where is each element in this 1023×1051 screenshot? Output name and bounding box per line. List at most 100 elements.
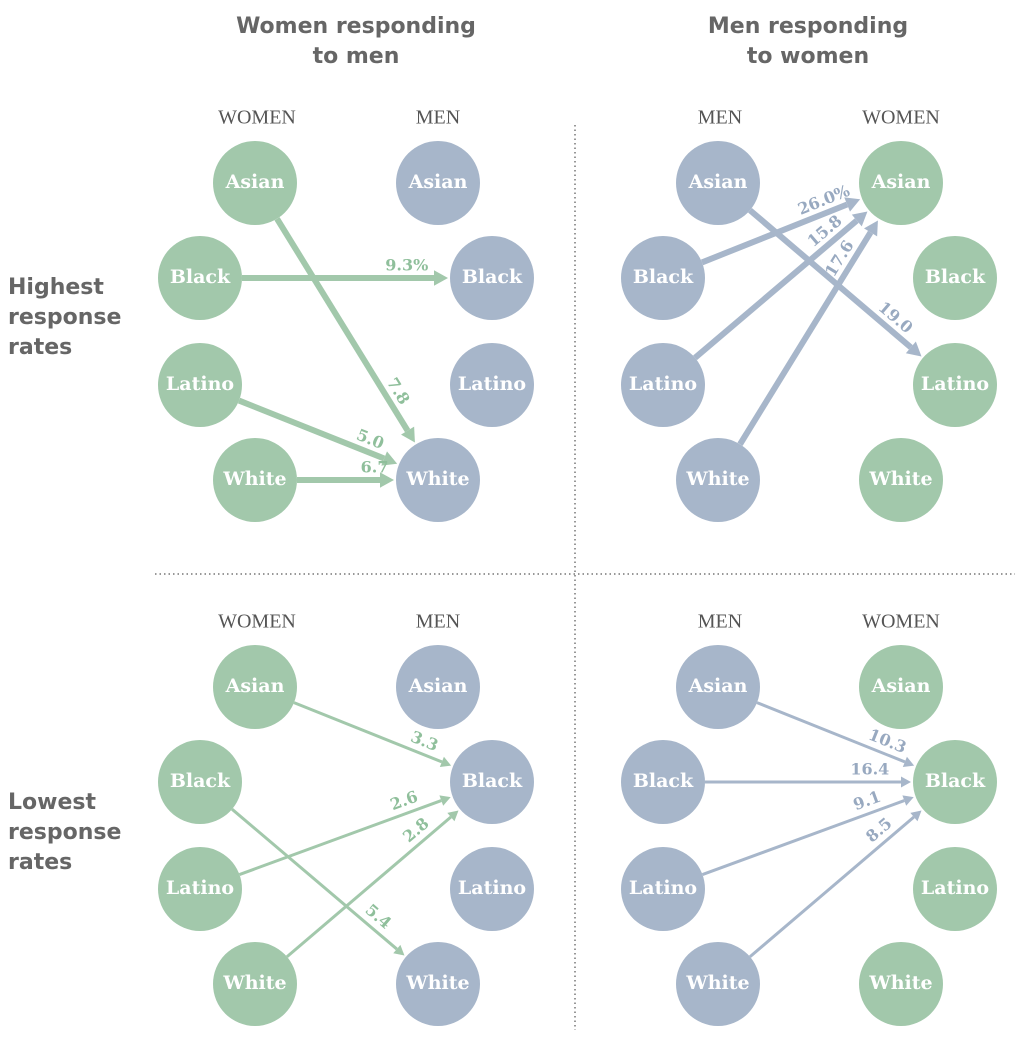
- arrow: [693, 218, 859, 361]
- node-label: Latino: [166, 373, 234, 395]
- panel-header: MEN: [416, 611, 460, 633]
- column-title: to women: [747, 44, 869, 69]
- arrow-head: [864, 220, 878, 237]
- arrow-head: [393, 944, 405, 956]
- node-label: Black: [170, 266, 231, 288]
- panel-header: WOMEN: [862, 611, 940, 633]
- node: [676, 645, 760, 729]
- arrow: [231, 808, 398, 951]
- edge-label: 2.8: [399, 814, 433, 847]
- node: [913, 236, 997, 320]
- column-title: Men responding: [708, 14, 908, 39]
- panel-header: WOMEN: [218, 611, 296, 633]
- row-label: Highest: [8, 275, 104, 300]
- panel-header: WOMEN: [862, 107, 940, 129]
- row-label: rates: [8, 335, 72, 360]
- node-label: Asian: [408, 675, 468, 697]
- node: [450, 847, 534, 931]
- node-label: Latino: [629, 373, 697, 395]
- node-label: Black: [462, 266, 523, 288]
- node-label: Latino: [629, 877, 697, 899]
- row-label: response: [8, 820, 121, 845]
- arrow: [756, 701, 906, 764]
- node: [450, 740, 534, 824]
- node: [158, 740, 242, 824]
- node-label: Black: [633, 266, 694, 288]
- node: [913, 847, 997, 931]
- row-label: rates: [8, 850, 72, 875]
- node: [213, 645, 297, 729]
- arrow-head: [902, 756, 915, 768]
- arrow: [285, 815, 452, 958]
- node: [676, 141, 760, 225]
- node-label: Asian: [871, 171, 931, 193]
- arrow-head: [439, 756, 452, 768]
- node-label: Black: [170, 770, 231, 792]
- node: [913, 740, 997, 824]
- node-label: Asian: [871, 675, 931, 697]
- node-label: Latino: [458, 373, 526, 395]
- edge-label: 16.4: [850, 760, 889, 779]
- arrow-head: [910, 810, 922, 822]
- arrow-head: [905, 341, 922, 357]
- panel-header: MEN: [416, 107, 460, 129]
- arrow-head: [381, 451, 398, 466]
- node-label: Asian: [225, 675, 285, 697]
- node: [621, 343, 705, 427]
- arrow: [748, 207, 913, 350]
- arrow-head: [434, 270, 448, 286]
- node-label: White: [405, 468, 469, 490]
- arrow: [274, 217, 411, 433]
- node: [396, 141, 480, 225]
- node-label: Asian: [225, 171, 285, 193]
- panel: MEN WOMEN10.316.49.18.5AsianBlackLatinoWh…: [621, 611, 997, 1026]
- node: [396, 942, 480, 1026]
- node: [676, 942, 760, 1026]
- row-label: Lowest: [8, 790, 96, 815]
- edge-label: 5.4: [362, 900, 396, 933]
- arrow-head: [447, 810, 459, 822]
- node-label: Latino: [458, 877, 526, 899]
- node-label: White: [222, 468, 286, 490]
- node: [213, 942, 297, 1026]
- edge-label: 8.5: [862, 814, 896, 847]
- node: [859, 942, 943, 1026]
- panel-header: MEN: [698, 107, 742, 129]
- node-label: Black: [925, 770, 986, 792]
- arrow-head: [851, 211, 868, 227]
- arrow-head: [439, 795, 451, 806]
- node: [859, 645, 943, 729]
- node-label: Latino: [166, 877, 234, 899]
- arrow: [748, 815, 915, 958]
- edge-label: 6.7: [361, 458, 389, 477]
- node: [396, 438, 480, 522]
- panel-header: MEN: [698, 611, 742, 633]
- node: [396, 645, 480, 729]
- node: [158, 236, 242, 320]
- edge-label: 10.3: [866, 725, 909, 757]
- arrow-head: [380, 472, 394, 488]
- node-label: Black: [925, 266, 986, 288]
- arrow-head: [844, 197, 861, 212]
- node: [158, 343, 242, 427]
- arrow: [701, 799, 905, 876]
- node-label: White: [222, 972, 286, 994]
- row-label: response: [8, 305, 121, 330]
- edge-label: 9.3%: [385, 256, 428, 275]
- node-label: Asian: [688, 171, 748, 193]
- node: [913, 343, 997, 427]
- arrow: [293, 701, 443, 764]
- arrow-head: [401, 426, 415, 443]
- node: [859, 141, 943, 225]
- node-label: Asian: [408, 171, 468, 193]
- node-label: Latino: [921, 373, 989, 395]
- node-label: Asian: [688, 675, 748, 697]
- node-label: White: [685, 972, 749, 994]
- arrow-head: [902, 795, 914, 806]
- node: [859, 438, 943, 522]
- node: [676, 438, 760, 522]
- panel-header: WOMEN: [218, 107, 296, 129]
- column-title: Women responding: [236, 14, 476, 39]
- node: [158, 847, 242, 931]
